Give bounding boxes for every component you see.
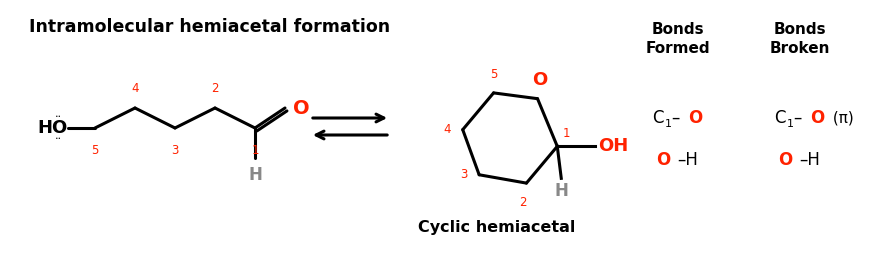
Text: H: H [248,166,262,184]
Text: ⋅⋅: ⋅⋅ [55,112,62,122]
Text: OH: OH [598,137,629,155]
Text: C: C [652,109,664,127]
Text: 3: 3 [460,168,467,181]
Text: –: – [671,109,679,127]
Text: (π): (π) [828,111,854,125]
Text: H: H [554,182,568,200]
Text: O: O [656,151,670,169]
Text: –: – [793,109,801,127]
Text: 4: 4 [443,123,451,136]
Text: 1: 1 [665,119,672,129]
Text: 3: 3 [171,144,179,157]
Text: 1: 1 [562,127,570,140]
Text: Intramolecular hemiacetal formation: Intramolecular hemiacetal formation [29,18,391,36]
Text: Cyclic hemiacetal: Cyclic hemiacetal [418,220,575,235]
Text: –H: –H [677,151,697,169]
Text: O: O [778,151,792,169]
Text: 5: 5 [490,68,498,81]
Text: 1: 1 [251,144,259,157]
Text: 4: 4 [131,82,139,95]
Text: 2: 2 [211,82,218,95]
Text: Bonds
Formed: Bonds Formed [645,22,711,56]
Text: O: O [293,99,309,118]
Text: HO: HO [38,119,68,137]
Text: ⋅⋅: ⋅⋅ [55,134,62,144]
Text: O: O [810,109,824,127]
Text: 5: 5 [91,144,99,157]
Text: O: O [688,109,702,127]
Text: 2: 2 [519,196,526,209]
Text: 1: 1 [787,119,794,129]
Text: O: O [532,71,547,89]
Text: –H: –H [799,151,819,169]
Text: Bonds
Broken: Bonds Broken [770,22,830,56]
Text: C: C [774,109,786,127]
